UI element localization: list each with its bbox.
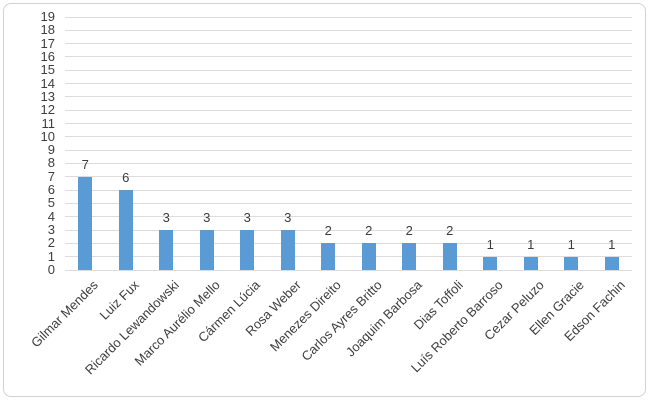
y-axis-tick-label: 14 xyxy=(40,75,55,91)
bar xyxy=(483,256,498,270)
y-axis-tick-label: 5 xyxy=(47,195,55,211)
y-axis-tick-label: 0 xyxy=(47,262,55,277)
y-axis-tick-label: 17 xyxy=(40,35,55,51)
bar-value-label: 6 xyxy=(122,170,130,186)
gridline xyxy=(65,69,632,71)
gridline xyxy=(65,136,632,138)
gridline xyxy=(65,16,632,18)
bar-chart: 0 1 2 3 4 5 6 7 8 9 10 11 12 13 14 15 16 17 18 19 7 Gilmar Me… xyxy=(3,3,646,397)
bar xyxy=(523,256,538,270)
gridline xyxy=(65,109,632,111)
gridline xyxy=(65,83,632,85)
bar-value-label: 2 xyxy=(365,223,373,239)
bar-value-label: 3 xyxy=(243,210,251,226)
bar-value-label: 2 xyxy=(324,223,332,239)
gridline xyxy=(65,123,632,125)
gridline xyxy=(65,29,632,31)
bar xyxy=(402,243,417,270)
bar-value-label: 1 xyxy=(608,236,616,252)
y-axis-tick-label: 6 xyxy=(47,182,55,198)
x-category-label: Gilmar Mendes xyxy=(28,277,102,351)
bar xyxy=(199,230,214,270)
y-axis-tick-label: 2 xyxy=(47,235,55,251)
gridline xyxy=(65,256,632,258)
y-axis-tick-label: 3 xyxy=(47,222,55,238)
bar-value-label: 2 xyxy=(405,223,413,239)
bar xyxy=(564,256,579,270)
gridline xyxy=(65,202,632,204)
bar-value-label: 7 xyxy=(81,156,89,172)
y-axis-tick-label: 7 xyxy=(47,168,55,184)
gridline xyxy=(65,242,632,244)
y-axis-tick-label: 8 xyxy=(47,155,55,171)
bar xyxy=(442,243,457,270)
gridline xyxy=(65,149,632,151)
gridline xyxy=(65,162,632,164)
gridline xyxy=(65,189,632,191)
gridline xyxy=(65,56,632,58)
y-axis-tick-label: 1 xyxy=(47,248,55,264)
bar xyxy=(361,243,376,270)
bar-value-label: 3 xyxy=(162,210,170,226)
gridline xyxy=(65,176,632,178)
y-axis-tick-label: 18 xyxy=(40,22,55,38)
bar-value-label: 3 xyxy=(203,210,211,226)
bar xyxy=(78,176,93,270)
bar xyxy=(159,230,174,270)
gridline xyxy=(65,216,632,218)
gridline xyxy=(65,269,632,271)
bar-value-label: 1 xyxy=(527,236,535,252)
gridline xyxy=(65,43,632,45)
y-axis-tick-label: 4 xyxy=(47,208,55,224)
y-axis-tick-label: 9 xyxy=(47,142,55,158)
bar-value-label: 3 xyxy=(284,210,292,226)
y-axis-tick-label: 13 xyxy=(40,88,55,104)
bar xyxy=(240,230,255,270)
gridline xyxy=(65,229,632,231)
y-axis-tick-label: 12 xyxy=(40,102,55,118)
bar xyxy=(321,243,336,270)
bar xyxy=(280,230,295,270)
bar-value-label: 2 xyxy=(446,223,454,239)
bar xyxy=(604,256,619,270)
y-axis-tick-label: 15 xyxy=(40,62,55,78)
gridline xyxy=(65,96,632,98)
y-axis-tick-label: 11 xyxy=(41,115,56,131)
y-axis-tick-label: 16 xyxy=(40,48,55,64)
bar-value-label: 1 xyxy=(486,236,494,252)
bar-value-label: 1 xyxy=(567,236,575,252)
y-axis-tick-label: 19 xyxy=(40,9,55,24)
bar xyxy=(118,190,133,270)
y-axis-tick-label: 10 xyxy=(40,128,55,144)
